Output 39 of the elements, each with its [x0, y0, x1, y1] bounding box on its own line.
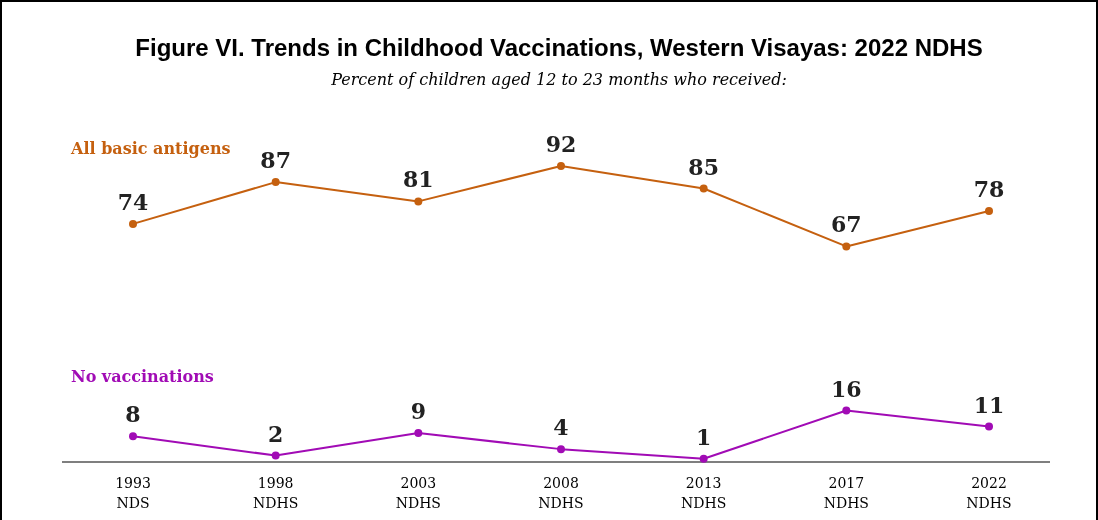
point	[985, 422, 993, 431]
data-label: 16	[831, 375, 862, 402]
x-tick-label: 1998 NDHS	[253, 475, 299, 511]
data-label: 4	[553, 414, 569, 441]
chart-title: Figure VI. Trends in Childhood Vaccinations, Western Visayas: 2022 NDHS	[135, 34, 983, 61]
data-label: 81	[403, 166, 434, 193]
data-label: 74	[117, 188, 149, 215]
point	[129, 219, 137, 228]
data-label: 87	[260, 147, 291, 174]
point	[699, 454, 708, 463]
point	[842, 242, 851, 251]
point	[985, 207, 993, 216]
data-label: 85	[688, 153, 719, 180]
text: All basic antigens	[70, 138, 231, 158]
x-tick-label: 2003 NDHS	[395, 475, 441, 511]
x-tick-label: 2008 NDHS	[538, 475, 584, 511]
x-tick-label: 2017 NDHS	[823, 475, 869, 511]
data-label: 11	[973, 391, 1005, 418]
data-label: 1	[696, 423, 712, 450]
data-label: 9	[410, 398, 426, 425]
x-tick-label: 2022 NDHS	[966, 475, 1012, 511]
point	[271, 451, 280, 460]
point	[129, 432, 137, 441]
point	[557, 162, 565, 170]
point	[699, 184, 708, 193]
point	[271, 178, 280, 187]
data-label: 2	[268, 420, 284, 447]
x-tick-label: 2013 NDHS	[681, 475, 727, 511]
point	[414, 429, 423, 438]
point	[414, 197, 423, 206]
data-label: 92	[545, 131, 577, 157]
chart-subtitle: Percent of children aged 12 to 23 months who received:	[330, 70, 787, 89]
point	[842, 406, 851, 415]
x-tick-label: 1993 NDS	[115, 475, 151, 511]
data-label: 8	[125, 401, 141, 428]
text: No vaccinations	[71, 367, 214, 387]
data-label: 67	[831, 211, 862, 238]
data-label: 78	[973, 176, 1005, 203]
point	[557, 445, 565, 454]
